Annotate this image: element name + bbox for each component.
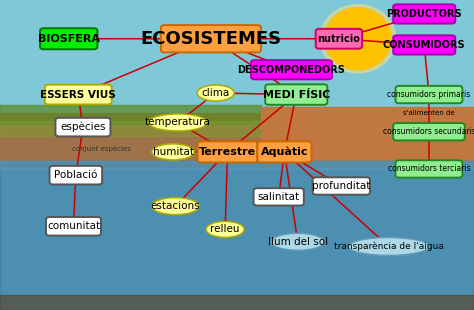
Text: consumidors terciaris: consumidors terciaris	[388, 164, 470, 174]
Ellipse shape	[320, 5, 396, 73]
Text: transparència de l'aigua: transparència de l'aigua	[334, 242, 444, 251]
Bar	[261, 107, 474, 167]
Text: salinitat: salinitat	[258, 192, 300, 202]
Text: espècies: espècies	[60, 122, 106, 132]
Text: llum del sol: llum del sol	[268, 237, 328, 247]
Text: nutricio: nutricio	[318, 34, 360, 44]
FancyBboxPatch shape	[395, 86, 462, 103]
FancyBboxPatch shape	[393, 123, 465, 140]
Bar	[0, 294, 474, 310]
Text: Terrestre: Terrestre	[199, 147, 256, 157]
FancyBboxPatch shape	[313, 177, 370, 195]
Text: comunitat: comunitat	[47, 221, 100, 231]
Text: ESSERS VIUS: ESSERS VIUS	[40, 90, 116, 100]
FancyBboxPatch shape	[316, 29, 362, 49]
FancyBboxPatch shape	[265, 84, 327, 105]
Ellipse shape	[206, 221, 244, 237]
Bar	[0, 161, 474, 310]
FancyBboxPatch shape	[40, 28, 98, 49]
FancyBboxPatch shape	[395, 160, 462, 178]
Text: CONSUMIDORS: CONSUMIDORS	[383, 40, 465, 50]
Ellipse shape	[325, 8, 391, 70]
FancyBboxPatch shape	[393, 35, 455, 55]
Ellipse shape	[152, 198, 199, 215]
Text: Població: Població	[54, 170, 98, 180]
Text: s'alimenten de: s'alimenten de	[403, 110, 455, 116]
Text: PRODUCTORS: PRODUCTORS	[386, 9, 462, 19]
Ellipse shape	[348, 237, 429, 255]
Text: MEDI FÍSIC: MEDI FÍSIC	[263, 90, 330, 100]
Ellipse shape	[197, 85, 234, 101]
FancyBboxPatch shape	[45, 85, 112, 104]
Text: BIOSFERA: BIOSFERA	[38, 34, 100, 44]
FancyBboxPatch shape	[198, 141, 257, 162]
Text: humitat: humitat	[153, 147, 193, 157]
Bar	[0, 121, 261, 136]
Bar	[0, 113, 474, 167]
Text: consumidors secundaris: consumidors secundaris	[383, 127, 474, 136]
Text: estacions: estacions	[151, 201, 200, 211]
Text: consumidors primaris: consumidors primaris	[387, 90, 471, 99]
Bar	[0, 105, 261, 124]
Text: DESCOMPONEDORS: DESCOMPONEDORS	[237, 65, 346, 75]
FancyBboxPatch shape	[55, 118, 110, 136]
Bar	[0, 161, 474, 310]
FancyBboxPatch shape	[161, 25, 261, 52]
FancyBboxPatch shape	[46, 217, 101, 236]
Text: profunditat: profunditat	[312, 181, 371, 191]
Ellipse shape	[148, 114, 207, 131]
Bar	[0, 0, 474, 124]
FancyBboxPatch shape	[49, 166, 102, 184]
Text: relleu: relleu	[210, 224, 240, 234]
Ellipse shape	[271, 233, 324, 250]
FancyBboxPatch shape	[393, 4, 455, 24]
Bar	[0, 161, 474, 169]
FancyBboxPatch shape	[254, 188, 304, 206]
Text: ECOSISTEMES: ECOSISTEMES	[140, 30, 282, 48]
Text: clima: clima	[201, 88, 230, 98]
FancyBboxPatch shape	[251, 60, 332, 79]
Text: conjunt espècies: conjunt espècies	[73, 145, 131, 152]
Text: Aquàtic: Aquàtic	[261, 147, 308, 157]
FancyBboxPatch shape	[257, 141, 311, 162]
Text: temperatura: temperatura	[145, 117, 210, 127]
Ellipse shape	[152, 144, 194, 160]
